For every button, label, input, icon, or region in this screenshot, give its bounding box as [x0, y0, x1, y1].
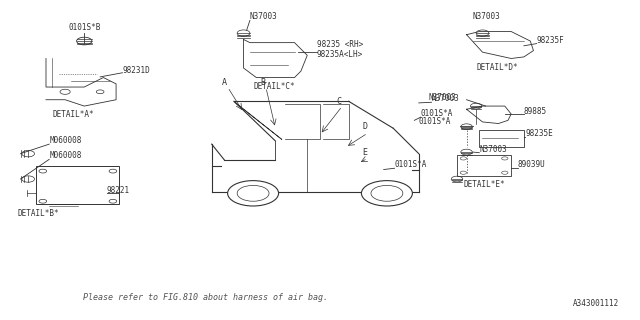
- Text: DETAIL*E*: DETAIL*E*: [463, 180, 505, 189]
- Bar: [36, 166, 119, 204]
- Text: N37003: N37003: [479, 145, 507, 154]
- Text: B: B: [260, 78, 265, 87]
- Text: 98235E: 98235E: [525, 129, 553, 138]
- Text: N37003: N37003: [473, 12, 500, 21]
- Text: N37003: N37003: [428, 93, 456, 102]
- Text: A343001112: A343001112: [573, 299, 620, 308]
- Text: 98235F: 98235F: [537, 36, 564, 44]
- Circle shape: [228, 180, 278, 206]
- Text: 98231D: 98231D: [122, 66, 150, 75]
- Text: DETAIL*D*: DETAIL*D*: [476, 63, 518, 72]
- Text: C: C: [337, 97, 342, 106]
- Text: DETAIL*B*: DETAIL*B*: [17, 209, 59, 218]
- Text: 0101S*A: 0101S*A: [420, 109, 453, 118]
- Text: 89039U: 89039U: [518, 160, 545, 169]
- Text: D: D: [362, 123, 367, 132]
- Text: M060008: M060008: [49, 136, 81, 145]
- Text: 89885: 89885: [524, 107, 547, 116]
- Text: M060008: M060008: [49, 151, 81, 160]
- Text: 0101S*B: 0101S*B: [68, 23, 100, 32]
- Text: 0101S*A: 0101S*A: [394, 160, 427, 169]
- Text: 98235 <RH>: 98235 <RH>: [317, 40, 363, 49]
- Text: N37003: N37003: [250, 12, 278, 21]
- Text: A: A: [222, 78, 227, 87]
- Text: Please refer to FIG.810 about harness of air bag.: Please refer to FIG.810 about harness of…: [83, 292, 328, 301]
- Text: N37003: N37003: [431, 94, 460, 103]
- Text: DETAIL*A*: DETAIL*A*: [52, 110, 94, 119]
- Bar: [479, 130, 524, 147]
- Circle shape: [362, 180, 412, 206]
- Text: 0101S*A: 0101S*A: [419, 117, 451, 126]
- Bar: [457, 155, 511, 176]
- Text: DETAIL*C*: DETAIL*C*: [253, 82, 294, 91]
- Text: E: E: [362, 148, 367, 157]
- Text: 98221: 98221: [106, 186, 130, 195]
- Text: 98235A<LH>: 98235A<LH>: [317, 50, 363, 59]
